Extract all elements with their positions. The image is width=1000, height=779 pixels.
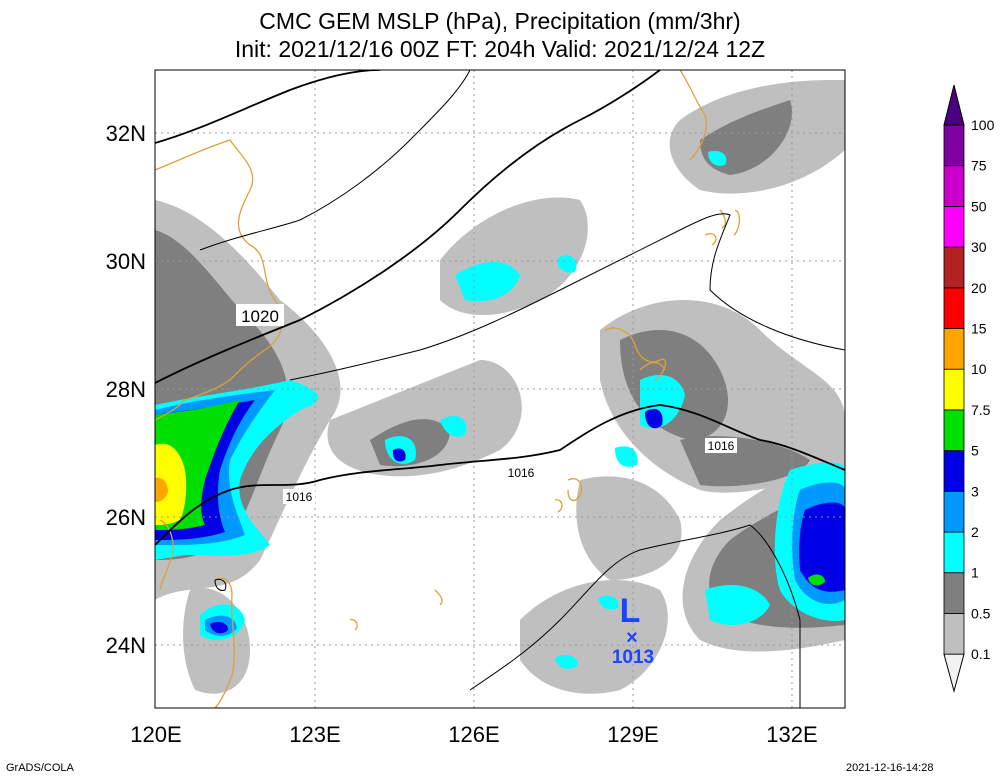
lon-label: 132E	[766, 722, 817, 747]
precipitation-layer	[155, 80, 845, 694]
colorbar-segment	[943, 409, 965, 451]
lat-label: 30N	[106, 249, 146, 274]
colorbar-segment	[943, 613, 965, 655]
colorbar-label: 5	[971, 443, 979, 459]
colorbar-max-arrow	[943, 84, 965, 126]
lat-label: 28N	[106, 377, 146, 402]
colorbar-label: 30	[971, 239, 987, 255]
lat-label: 32N	[106, 121, 146, 146]
chart-subtitle: Init: 2021/12/16 00Z FT: 204h Valid: 202…	[234, 36, 766, 62]
colorbar-segment	[943, 124, 965, 167]
colorbar-segment	[943, 165, 965, 207]
map-frame	[154, 69, 846, 709]
lon-label: 123E	[289, 722, 340, 747]
colorbar-label: 7.5	[971, 402, 991, 418]
colorbar-segment	[943, 368, 965, 411]
isobar-labels: 1020 1016 1016 1016	[236, 304, 737, 504]
colorbar-segment	[943, 328, 965, 370]
colorbar: 100 75 50 30 20 15 10 7.5 5 3 2 1 0.5 0.1	[943, 84, 995, 694]
isobar-label: 1016	[708, 439, 735, 453]
colorbar-label: 20	[971, 280, 987, 296]
footer-timestamp: 2021-12-16-14:28	[846, 762, 934, 774]
colorbar-label: 10	[971, 361, 987, 377]
colorbar-segment	[943, 572, 965, 614]
isobar-label: 1016	[286, 490, 313, 504]
coastlines	[155, 70, 741, 708]
chart-title: CMC GEM MSLP (hPa), Precipitation (mm/3h…	[259, 8, 741, 34]
isobars	[155, 70, 845, 708]
colorbar-label: 2	[971, 524, 979, 540]
lat-label: 26N	[106, 505, 146, 530]
isobar-label: 1016	[508, 466, 535, 480]
lon-label: 129E	[607, 722, 658, 747]
isobar-label-box	[283, 489, 315, 504]
isobar-label-box	[505, 465, 537, 480]
colorbar-label: 0.5	[971, 605, 991, 621]
axis-labels: 120E 123E 126E 129E 132E 32N 30N 28N 26N…	[106, 121, 818, 747]
low-symbol: L	[620, 592, 641, 630]
colorbar-label: 15	[971, 321, 987, 337]
low-center-marker: ×	[626, 627, 638, 649]
colorbar-segment	[943, 246, 965, 289]
low-pressure-value: 1013	[612, 647, 654, 668]
isobar-label-box	[236, 304, 284, 326]
colorbar-label: 50	[971, 198, 987, 214]
colorbar-label: 100	[971, 117, 995, 133]
lon-label: 120E	[130, 722, 181, 747]
colorbar-min-arrow	[943, 653, 965, 694]
low-pressure-center: L × 1013	[612, 592, 654, 668]
colorbar-segment	[943, 287, 965, 329]
colorbar-segment	[943, 531, 965, 574]
lat-lon-grid	[155, 70, 845, 708]
colorbar-segment	[943, 205, 965, 248]
isobar-label-box	[705, 438, 737, 453]
colorbar-segment	[943, 450, 965, 492]
colorbar-label: 75	[971, 158, 987, 174]
colorbar-label: 1	[971, 565, 979, 581]
footer-credit: GrADS/COLA	[6, 762, 74, 774]
lon-label: 126E	[448, 722, 499, 747]
lat-label: 24N	[106, 633, 146, 658]
colorbar-label: 3	[971, 483, 979, 499]
colorbar-segment	[943, 490, 965, 533]
colorbar-label: 0.1	[971, 646, 991, 662]
isobar-label: 1020	[241, 307, 279, 326]
